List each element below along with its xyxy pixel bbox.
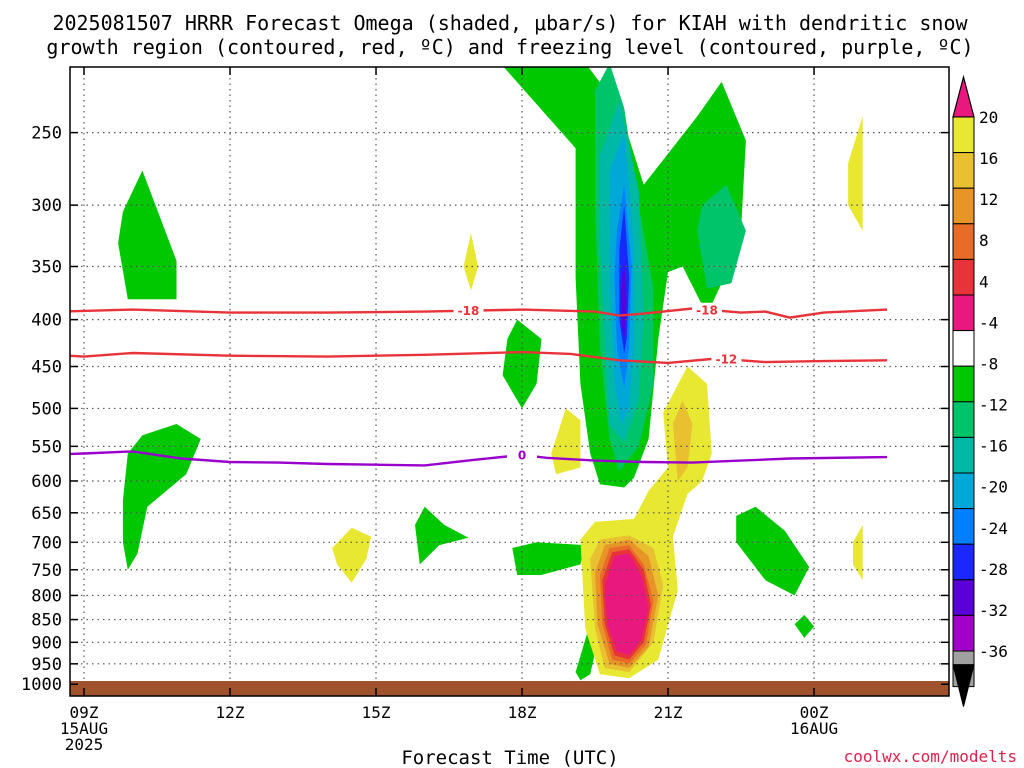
plot-frame bbox=[69, 66, 950, 697]
terrain-ground bbox=[70, 681, 949, 696]
y-axis: 2503003504004505005506006507007508008509… bbox=[21, 124, 949, 695]
colorbar-label: -8 bbox=[979, 354, 998, 373]
omega-region bbox=[512, 542, 586, 575]
colorbar-label: -32 bbox=[979, 601, 1008, 620]
colorbar-swatch bbox=[952, 187, 975, 225]
y-tick-label: 700 bbox=[31, 533, 62, 553]
contour-label: 0 bbox=[518, 448, 526, 462]
contour-label-bg bbox=[691, 302, 722, 317]
omega-region bbox=[332, 527, 372, 583]
omega-region bbox=[736, 506, 810, 596]
x-tick-label: 21Z bbox=[654, 703, 683, 722]
colorbar-swatch bbox=[952, 223, 975, 260]
colorbar-label: -4 bbox=[979, 313, 998, 332]
y-tick-label: 300 bbox=[31, 196, 62, 216]
colorbar-label: -16 bbox=[979, 437, 1008, 456]
colorbar-label: -36 bbox=[979, 642, 1008, 661]
title-line-1: 2025081507 HRRR Forecast Omega (shaded, … bbox=[52, 11, 968, 35]
colorbar-swatch bbox=[952, 152, 975, 189]
colorbar-swatch bbox=[952, 543, 975, 581]
colorbar-label: -12 bbox=[979, 396, 1008, 415]
x-tick-label: 18Z bbox=[508, 703, 537, 722]
colorbar-swatch bbox=[952, 116, 975, 154]
y-tick-label: 550 bbox=[31, 437, 62, 457]
colorbar-swatch bbox=[952, 436, 975, 474]
x-axis-title: Forecast Time (UTC) bbox=[401, 747, 618, 768]
contour-line-freezing_level_0 bbox=[70, 450, 888, 467]
omega-region bbox=[672, 400, 693, 481]
colorbar-label: -20 bbox=[979, 478, 1008, 497]
omega-region bbox=[551, 408, 581, 475]
omega-region bbox=[415, 506, 469, 565]
x-tick-label: 00Z bbox=[800, 703, 829, 722]
omega-region bbox=[848, 116, 863, 231]
colorbar-label: -28 bbox=[979, 560, 1008, 579]
colorbar-swatch bbox=[952, 614, 975, 652]
colorbar-arrow-bottom bbox=[952, 664, 975, 707]
temperature-contours: -18 -18 -18-120 bbox=[70, 302, 888, 467]
y-tick-label: 350 bbox=[31, 257, 62, 277]
colorbar-swatch bbox=[952, 508, 975, 545]
credit-text: coolwx.com/modelts bbox=[844, 747, 1017, 766]
y-tick-label: 250 bbox=[31, 124, 62, 144]
colorbar-swatch bbox=[952, 258, 975, 296]
contour-line-dgz_-12 bbox=[70, 350, 888, 365]
y-tick-label: 450 bbox=[31, 357, 62, 377]
x-tick-label: 2025 bbox=[65, 735, 104, 754]
omega-region bbox=[794, 614, 815, 638]
y-tick-label: 900 bbox=[31, 633, 62, 653]
y-tick-label: 500 bbox=[31, 399, 62, 419]
colorbar-swatch bbox=[952, 365, 975, 403]
omega-region bbox=[122, 424, 201, 570]
x-tick-label: 15Z bbox=[362, 703, 391, 722]
colorbar-swatch bbox=[952, 579, 975, 616]
y-tick-label: 800 bbox=[31, 586, 62, 606]
colorbar-label: -24 bbox=[979, 519, 1008, 538]
omega-colorbar: 20 16 12 8 4 -4 -8 -12 -16 -20 -24 -28 -32 -36 bbox=[952, 74, 1008, 707]
contour-label-bg bbox=[453, 303, 484, 318]
colorbar-label: 8 bbox=[979, 231, 989, 250]
y-tick-label: 600 bbox=[31, 472, 62, 492]
y-tick-label: 750 bbox=[31, 561, 62, 581]
colorbar-swatch bbox=[952, 330, 975, 367]
x-tick-label: 09Z bbox=[70, 703, 99, 722]
colorbar-swatch bbox=[952, 401, 975, 438]
omega-region bbox=[463, 233, 479, 291]
y-tick-label: 1000 bbox=[21, 675, 62, 695]
omega-shaded-fields bbox=[118, 67, 863, 681]
y-tick-label: 400 bbox=[31, 311, 62, 331]
omega-region bbox=[853, 524, 863, 581]
contour-line-dgz_-18 bbox=[70, 307, 888, 319]
omega-region bbox=[620, 260, 627, 339]
contour-label: -18 bbox=[458, 304, 480, 318]
contour-label-bg bbox=[507, 447, 538, 462]
y-tick-label: 650 bbox=[31, 504, 62, 524]
colorbar-swatch bbox=[952, 472, 975, 510]
title-line-2: growth region (contoured, red, ºC) and f… bbox=[46, 35, 973, 59]
y-tick-label: 850 bbox=[31, 611, 62, 631]
colorbar-label: 12 bbox=[979, 190, 998, 209]
colorbar-label: 20 bbox=[979, 108, 998, 127]
contour-label: -12 bbox=[716, 353, 738, 367]
colorbar-arrow-top bbox=[952, 74, 975, 118]
colorbar-label: 16 bbox=[979, 149, 998, 168]
contour-label: -18 bbox=[696, 303, 718, 317]
omega-region bbox=[697, 184, 746, 289]
contour-label-bg bbox=[711, 352, 742, 367]
x-tick-label: 15AUG bbox=[60, 719, 108, 738]
y-tick-label: 950 bbox=[31, 655, 62, 675]
x-tick-label: 12Z bbox=[216, 703, 245, 722]
omega-region bbox=[118, 170, 177, 300]
omega-region bbox=[604, 553, 649, 656]
colorbar-label: 4 bbox=[979, 272, 989, 291]
x-tick-label: 16AUG bbox=[790, 719, 838, 738]
colorbar-swatch bbox=[952, 294, 975, 332]
